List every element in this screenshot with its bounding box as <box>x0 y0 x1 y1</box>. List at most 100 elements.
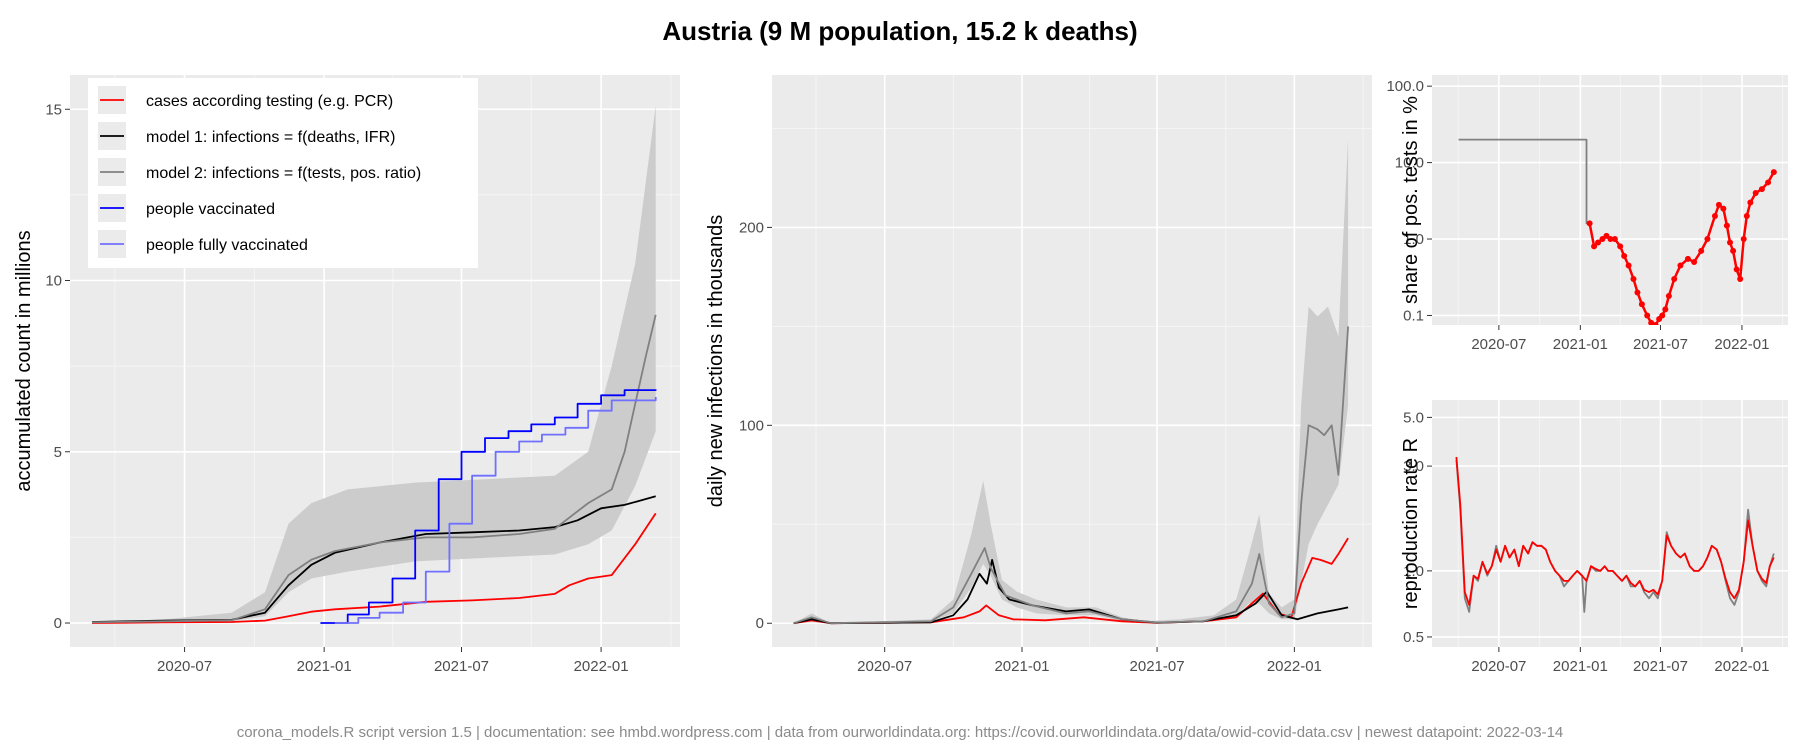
data-point <box>1659 312 1666 319</box>
data-point <box>1638 301 1645 308</box>
data-point <box>1611 236 1618 243</box>
confidence-band <box>92 105 656 624</box>
y-tick-label: 1.0 <box>1403 563 1424 580</box>
data-point <box>1644 312 1651 319</box>
x-tick-label: 2022-01 <box>1267 658 1322 675</box>
data-point <box>1715 201 1722 208</box>
data-point <box>1634 289 1641 296</box>
panel-background <box>1432 75 1788 325</box>
data-point <box>1743 213 1750 220</box>
x-tick-label: 2021-07 <box>1633 336 1688 353</box>
y-tick-label: 10 <box>45 273 62 290</box>
data-point <box>1648 319 1655 325</box>
data-point <box>1630 275 1637 282</box>
panel-accumulated: 2020-07 2021-01 2021-07 2022-01 0 5 10 15 accumu… <box>13 75 680 675</box>
x-tick-label: 2021-07 <box>1633 658 1688 675</box>
data-point <box>1665 292 1672 299</box>
data-point <box>1752 190 1759 197</box>
data-point <box>1662 306 1669 313</box>
y-tick-label: 1.0 <box>1403 231 1424 248</box>
series-line-model-1-infections-f-deaths-ifr <box>91 495 656 623</box>
y-axis-title: share of pos. tests in % <box>1400 96 1422 304</box>
legend-label: cases according testing (e.g. PCR) <box>146 93 393 110</box>
y-tick-label: 5.0 <box>1403 409 1424 426</box>
y-tick-label: 5 <box>54 444 62 461</box>
data-point <box>1730 247 1737 254</box>
data-point <box>1691 259 1698 266</box>
x-tick-label: 2022-01 <box>574 658 629 675</box>
x-tick-label: 2021-01 <box>1553 658 1608 675</box>
data-point <box>1625 262 1632 269</box>
series-line-people-fully-vaccinated <box>334 397 657 624</box>
x-tick-label: 2022-01 <box>1714 658 1769 675</box>
legend: cases according testing (e.g. PCR) model … <box>88 78 478 268</box>
figure-title: Austria (9 M population, 15.2 k deaths) <box>662 16 1138 46</box>
y-tick-label: 100.0 <box>1386 78 1424 95</box>
y-axis-title: daily new infections in thousands <box>705 215 727 507</box>
footer-caption: corona_models.R script version 1.5 | doc… <box>236 724 1564 741</box>
data-point <box>1711 213 1718 220</box>
data-point <box>1677 262 1684 269</box>
panel-positivity: 2020-07 2021-01 2021-07 2022-01 0.1 1.0 10.0 10… <box>1386 75 1788 353</box>
x-tick-label: 2021-07 <box>434 658 489 675</box>
data-point <box>1733 266 1740 273</box>
x-tick-label: 2020-07 <box>857 658 912 675</box>
y-tick-label: 0.1 <box>1403 307 1424 324</box>
x-tick-label: 2021-07 <box>1130 658 1185 675</box>
y-tick-label: 0.5 <box>1403 629 1424 646</box>
legend-label: people fully vaccinated <box>146 237 308 254</box>
legend-box <box>88 78 478 268</box>
panel-background <box>772 75 1372 647</box>
x-tick-label: 2020-07 <box>1471 336 1526 353</box>
y-axis-title: accumulated count in millions <box>13 230 35 491</box>
data-point <box>1723 222 1730 229</box>
series-line-model-2-infections-f-tests-pos-ratio <box>793 326 1349 625</box>
y-tick-label: 0 <box>756 615 764 632</box>
data-point <box>1586 220 1593 227</box>
y-tick-label: 0 <box>54 615 62 632</box>
x-tick-label: 2020-07 <box>157 658 212 675</box>
data-point <box>1621 252 1628 259</box>
data-point <box>1758 186 1765 193</box>
series-line-model-1-infections-f-deaths-ifr <box>793 559 1349 625</box>
y-tick-label: 15 <box>45 101 62 118</box>
y-tick-label: 3.0 <box>1403 458 1424 475</box>
y-tick-label: 10.0 <box>1395 155 1424 172</box>
data-point <box>1765 179 1772 186</box>
data-point <box>1698 247 1705 254</box>
y-tick-label: 200 <box>739 219 764 236</box>
data-point <box>1770 169 1777 176</box>
data-point <box>1737 275 1744 282</box>
data-point <box>1704 236 1711 243</box>
x-tick-label: 2021-01 <box>297 658 352 675</box>
data-point <box>1684 255 1691 262</box>
plot-area <box>793 138 1349 625</box>
panel-background <box>1432 400 1788 647</box>
data-point <box>1652 322 1659 325</box>
panel-reproduction: 2020-07 2021-01 2021-07 2022-01 0.5 1.0 3.0 5.0… <box>1400 400 1788 675</box>
data-point <box>1671 275 1678 282</box>
series-line-model-1 <box>1455 456 1775 606</box>
x-tick-label: 2021-01 <box>994 658 1049 675</box>
data-point <box>1607 236 1614 243</box>
data-point <box>1720 205 1727 212</box>
data-point <box>1740 236 1747 243</box>
data-point <box>1617 243 1624 250</box>
data-point <box>1726 239 1733 246</box>
series-line-people-vaccinated <box>320 389 657 624</box>
data-point <box>1591 243 1598 250</box>
plot-area <box>1458 138 1777 325</box>
x-tick-label: 2022-01 <box>1714 336 1769 353</box>
data-point <box>1747 199 1754 206</box>
x-tick-label: 2021-01 <box>1553 336 1608 353</box>
plot-area <box>1455 456 1775 613</box>
legend-label: model 2: infections = f(tests, pos. rati… <box>146 165 421 182</box>
data-point <box>1595 239 1602 246</box>
x-tick-label: 2020-07 <box>1471 658 1526 675</box>
y-axis-title: reproduction rate R <box>1400 438 1422 609</box>
panel-daily: 2020-07 2021-01 2021-07 2022-01 0 100 200 daily… <box>705 75 1372 675</box>
legend-label: model 1: infections = f(deaths, IFR) <box>146 129 395 146</box>
plot-area <box>91 105 657 624</box>
